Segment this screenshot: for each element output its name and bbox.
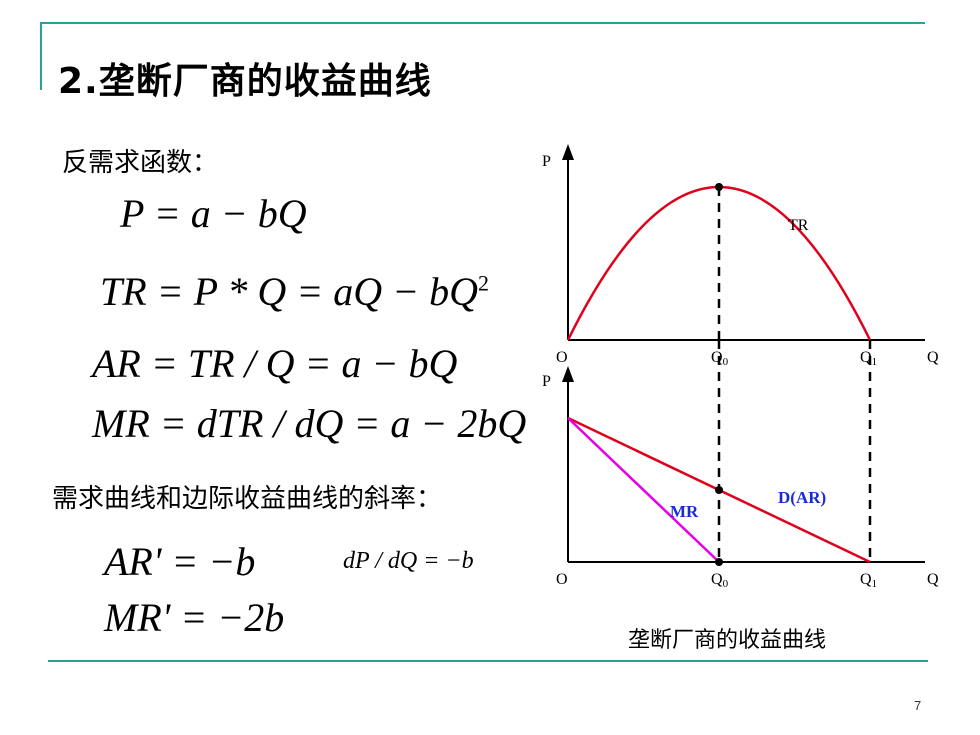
mr-line-label: MR <box>670 502 699 521</box>
marginal-revenue-line <box>567 417 720 563</box>
top-q1-subscript: 1 <box>872 356 878 368</box>
top-q1-label: Q1 <box>860 349 877 368</box>
bottom-rule <box>48 660 928 662</box>
equation-total-revenue-main: TR = P * Q = aQ − bQ <box>100 269 479 314</box>
equation-average-revenue: AR = TR / Q = a − bQ <box>92 341 458 386</box>
bottom-x-axis-label: Q <box>927 571 939 588</box>
top-q0-letter: Q <box>711 349 723 366</box>
tr-max-point <box>715 183 723 191</box>
equation-total-revenue: TR = P * Q = aQ − bQ2 <box>100 268 489 315</box>
equation-total-revenue-exponent: 2 <box>478 270 490 296</box>
bottom-q1-subscript: 1 <box>872 578 878 590</box>
equation-ar-slope: AR' = −b <box>104 539 256 584</box>
left-rule <box>40 22 42 90</box>
revenue-curves-diagram: P O Q Q0 Q1 TR P O Q Q0 Q1 MR D(AR) <box>542 144 939 590</box>
top-origin-label: O <box>556 349 568 366</box>
bottom-origin-label: O <box>556 571 568 588</box>
diagram-caption: 垄断厂商的收益曲线 <box>628 628 827 653</box>
page-number: 7 <box>914 698 922 713</box>
top-rule <box>40 22 925 24</box>
bottom-q0-subscript: 0 <box>723 578 729 590</box>
equation-mr-slope: MR' = −2b <box>104 595 285 640</box>
equation-dp-dq: dP / dQ = −b <box>343 548 474 574</box>
bottom-y-axis-label: P <box>542 373 551 390</box>
bottom-q1-label: Q1 <box>860 571 877 590</box>
bottom-q1-letter: Q <box>860 571 872 588</box>
demand-line-label: D(AR) <box>778 488 826 507</box>
slide-title: 2.垄断厂商的收益曲线 <box>58 61 432 102</box>
top-x-axis-label: Q <box>927 349 939 366</box>
bottom-q0-letter: Q <box>711 571 723 588</box>
equation-marginal-revenue: MR = dTR / dQ = a − 2bQ <box>92 401 527 446</box>
mr-zero-point <box>715 558 723 566</box>
equation-price: P = a − bQ <box>120 191 307 236</box>
top-q0-subscript: 0 <box>723 356 729 368</box>
bottom-q0-label: Q0 <box>711 571 729 590</box>
ar-at-q0-point <box>715 486 723 494</box>
tr-curve-label: TR <box>788 217 809 234</box>
inverse-demand-label: 反需求函数： <box>62 148 219 178</box>
top-y-axis-label: P <box>542 153 551 170</box>
slope-label: 需求曲线和边际收益曲线的斜率： <box>52 484 443 514</box>
